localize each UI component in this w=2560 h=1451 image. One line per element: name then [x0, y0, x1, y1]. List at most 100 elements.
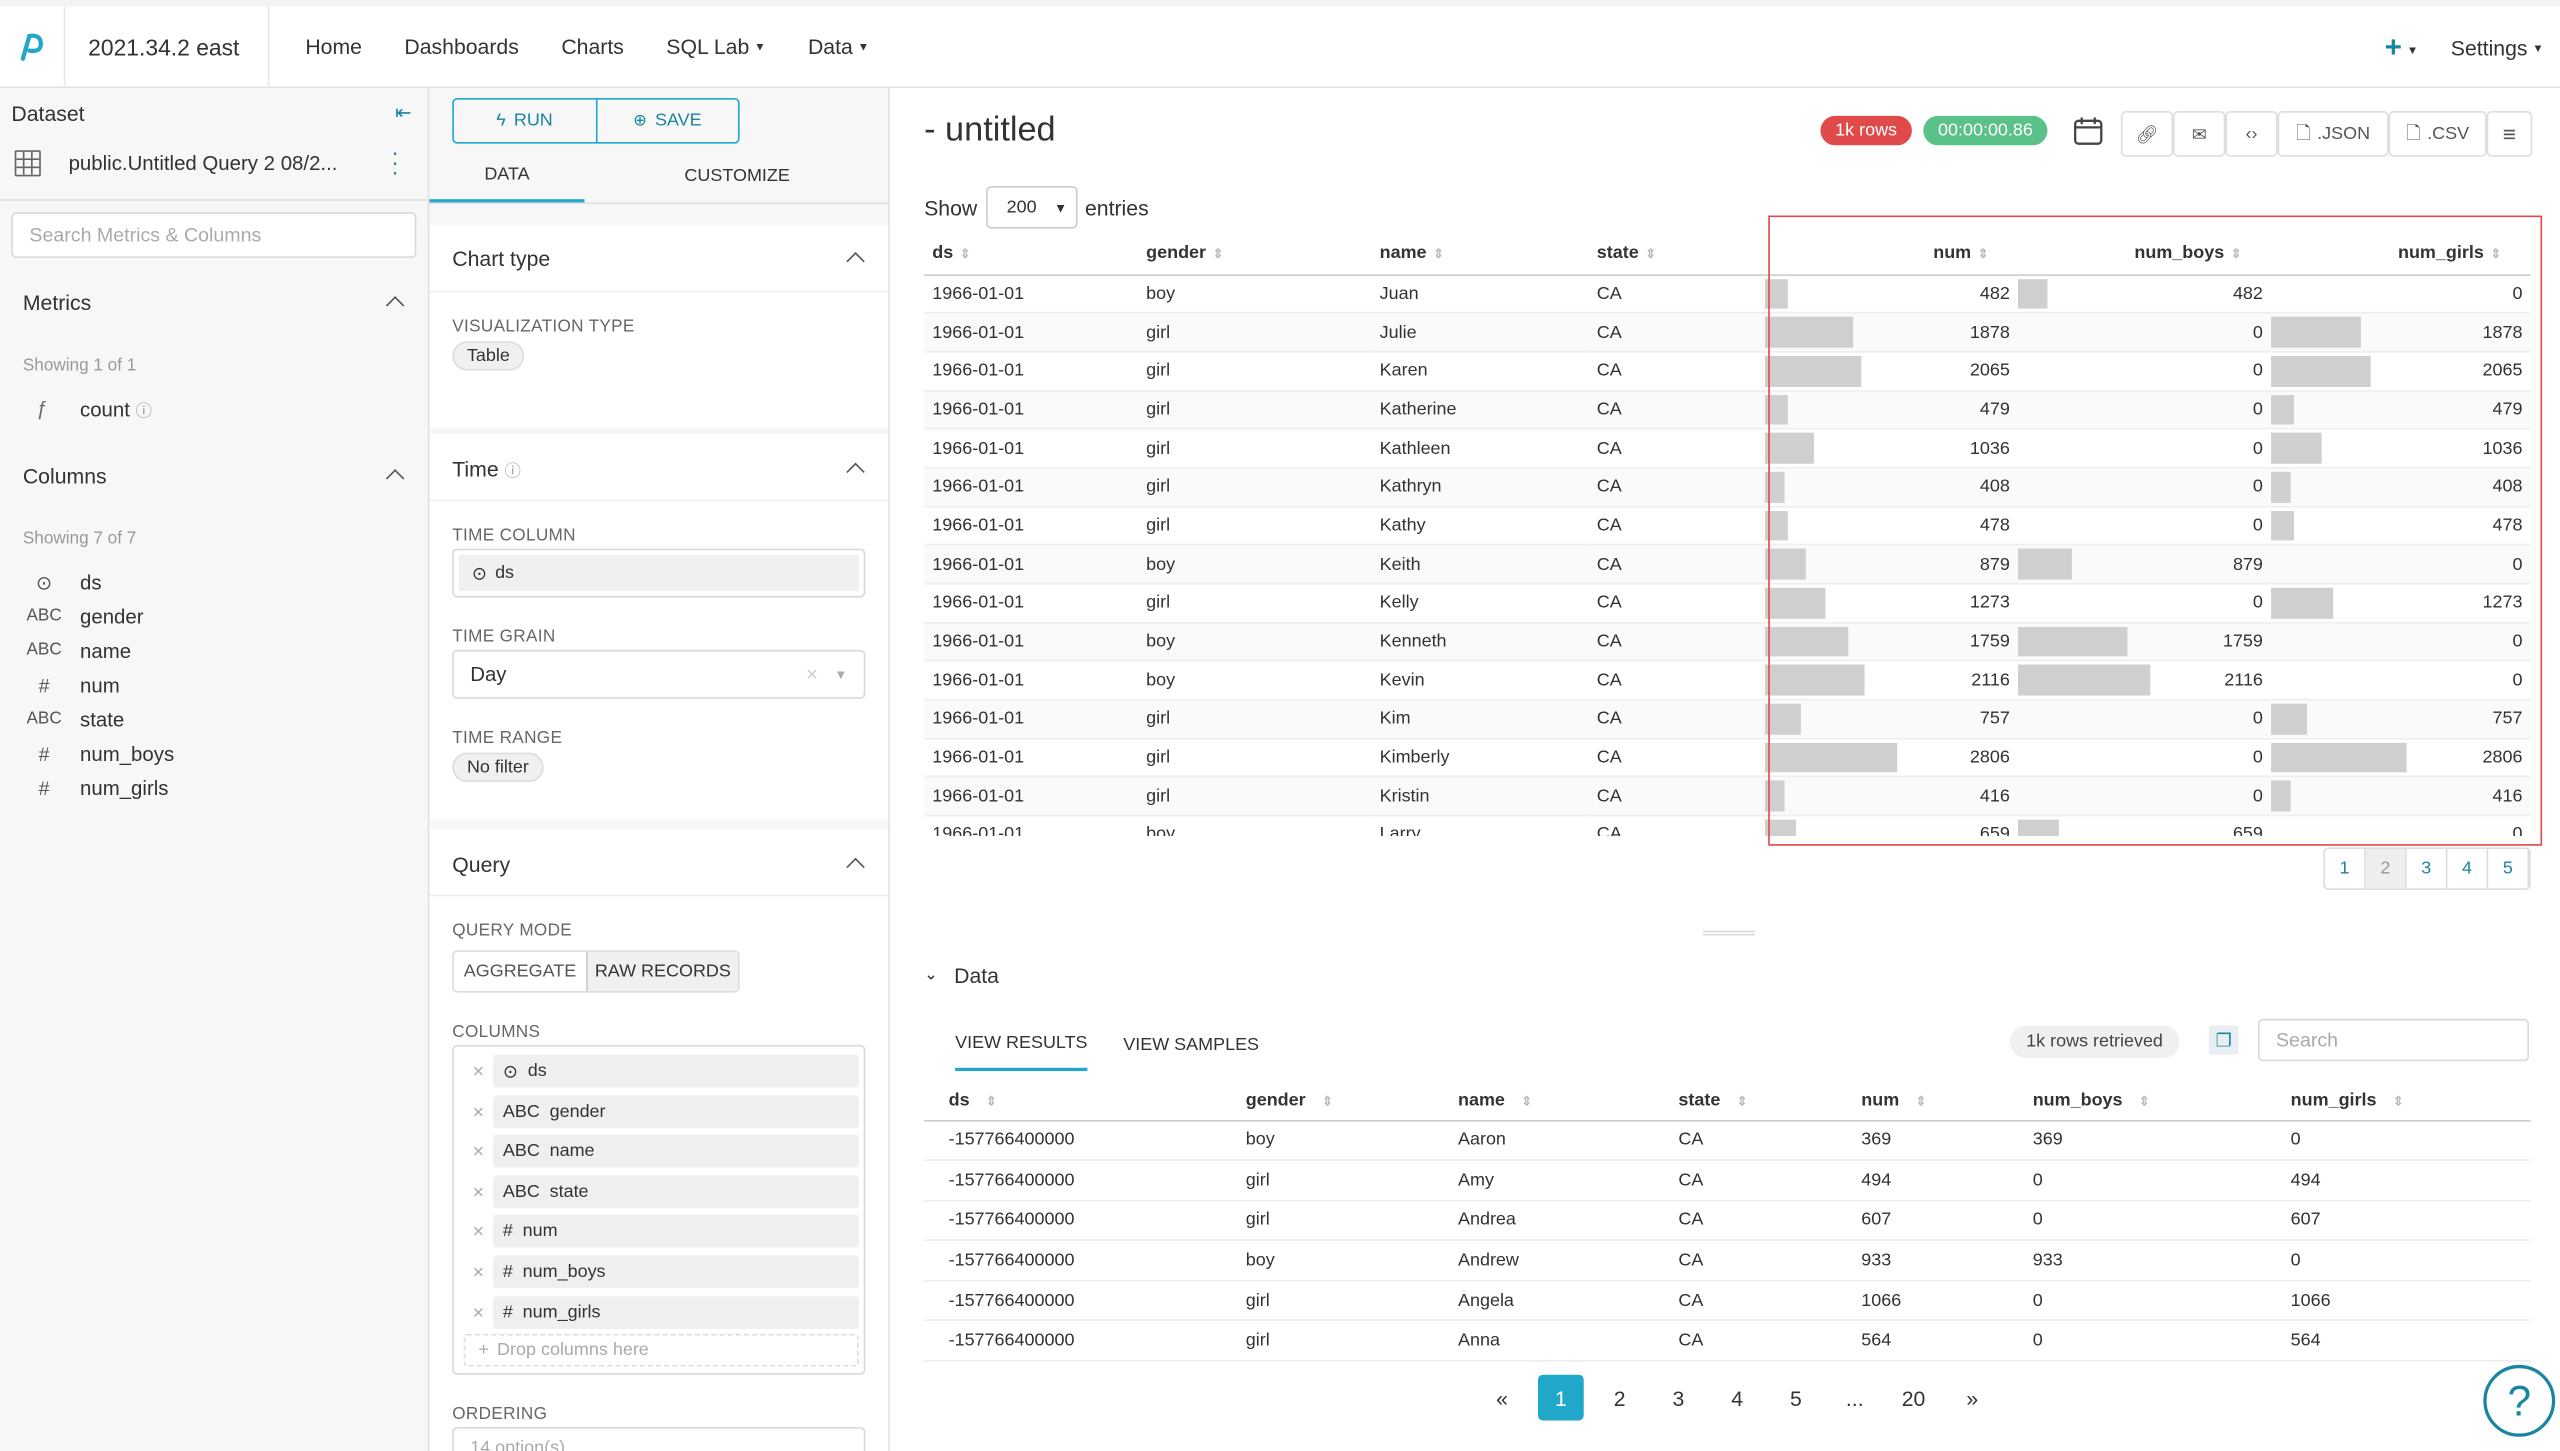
export-json-button[interactable]: 🗋︎ .JSON	[2277, 111, 2389, 157]
run-button[interactable]: ϟ RUN	[454, 99, 597, 143]
remove-icon[interactable]: ×	[472, 1180, 485, 1203]
aggregate-button[interactable]: AGGREGATE	[463, 961, 577, 982]
page-link[interactable]: 5	[1790, 1385, 1802, 1410]
page-link[interactable]: 1	[2325, 849, 2366, 889]
time-title[interactable]: Time ⓘ	[452, 457, 521, 482]
link-icon[interactable]: 🔗︎	[2120, 111, 2174, 157]
remove-icon[interactable]: ×	[472, 1099, 485, 1123]
column-header[interactable]: num_boys ⇕	[2018, 231, 2272, 276]
page-link[interactable]: 20	[1901, 1385, 1926, 1410]
nav-dashboards[interactable]: Dashboards	[404, 34, 519, 59]
chevron-up-icon[interactable]	[846, 857, 865, 877]
column-pill[interactable]: # num	[493, 1215, 859, 1249]
email-icon[interactable]: ✉	[2173, 111, 2226, 157]
page-link[interactable]: 1	[1538, 1374, 1584, 1421]
nav-home[interactable]: Home	[305, 34, 362, 59]
results-column-header[interactable]: gender ⇕	[1221, 1080, 1434, 1121]
new-menu[interactable]: + ▼	[2385, 30, 2418, 64]
tab-customize[interactable]: CUSTOMIZE	[684, 166, 790, 187]
column-pill[interactable]: # num_girls	[493, 1295, 859, 1329]
calendar-icon[interactable]	[2072, 114, 2105, 147]
results-search-input[interactable]: Search	[2258, 1018, 2530, 1062]
query-title[interactable]: Query	[452, 852, 511, 877]
page-link[interactable]: 2	[1613, 1385, 1626, 1410]
ordering-select[interactable]: 14 option(s)	[452, 1426, 866, 1451]
column-item[interactable]: ds	[80, 571, 102, 595]
column-pill[interactable]: ABC gender	[493, 1094, 859, 1128]
search-metrics-input[interactable]: Search Metrics & Columns	[11, 212, 417, 258]
column-item[interactable]: num_boys	[80, 742, 175, 766]
resize-handle[interactable]	[1702, 930, 1756, 936]
save-button[interactable]: ⊕ SAVE	[633, 111, 702, 131]
results-column-header[interactable]: num_girls ⇕	[2266, 1080, 2531, 1121]
page-link[interactable]: 4	[1731, 1385, 1744, 1410]
tab-view-samples[interactable]: VIEW SAMPLES	[1123, 1035, 1260, 1055]
column-pill[interactable]: # num_boys	[493, 1255, 859, 1289]
column-pill[interactable]: ABC state	[493, 1175, 859, 1208]
time-range-tag[interactable]: No filter	[452, 752, 544, 783]
column-item[interactable]: num_girls	[80, 777, 169, 801]
help-icon[interactable]: ?	[2483, 1364, 2556, 1437]
page-link[interactable]: 3	[2407, 849, 2448, 889]
columns-section-title[interactable]: Columns	[22, 463, 107, 489]
raw-records-button[interactable]: RAW RECORDS	[586, 951, 738, 992]
time-grain-select[interactable]: Day × ▼	[452, 649, 866, 699]
page-link[interactable]: «	[1496, 1385, 1508, 1410]
column-header[interactable]: gender ⇕	[1137, 231, 1372, 276]
column-header[interactable]: state ⇕	[1588, 231, 1765, 276]
page-link[interactable]: 5	[2488, 849, 2530, 889]
settings-menu[interactable]: Settings ▼	[2450, 35, 2544, 60]
page-link[interactable]: 3	[1672, 1385, 1685, 1410]
page-link[interactable]: ...	[1845, 1385, 1864, 1410]
chevron-up-icon[interactable]	[385, 296, 405, 315]
chart-title[interactable]: - untitled	[924, 111, 1056, 149]
superset-logo[interactable]	[0, 5, 66, 88]
column-pill[interactable]: ABC name	[493, 1135, 859, 1168]
remove-icon[interactable]: ×	[472, 1139, 485, 1163]
chevron-up-icon[interactable]	[846, 251, 865, 271]
menu-icon[interactable]: ≡	[2486, 111, 2533, 157]
results-column-header[interactable]: name ⇕	[1433, 1080, 1654, 1121]
remove-icon[interactable]: ×	[472, 1300, 485, 1324]
page-link[interactable]: »	[1966, 1385, 1979, 1410]
page-link[interactable]: 4	[2447, 849, 2489, 889]
column-item[interactable]: gender	[80, 605, 144, 629]
viz-type-tag[interactable]: Table	[452, 341, 525, 371]
column-pill[interactable]: ⊙ ds	[493, 1054, 859, 1088]
entries-select[interactable]: 200 ▼	[985, 186, 1077, 229]
export-csv-button[interactable]: 🗋︎ .CSV	[2388, 111, 2487, 157]
drop-columns-zone[interactable]: + Drop columns here	[463, 1333, 859, 1367]
column-item[interactable]: num	[80, 674, 120, 698]
results-column-header[interactable]: state ⇕	[1653, 1080, 1837, 1121]
metrics-section-title[interactable]: Metrics	[22, 290, 92, 316]
column-header[interactable]: num_girls ⇕	[2271, 231, 2531, 276]
nav-charts[interactable]: Charts	[561, 34, 624, 59]
data-pane-header[interactable]: ⌄ Data	[924, 963, 999, 988]
embed-code-icon[interactable]: ‹›	[2225, 111, 2278, 157]
dataset-menu-icon[interactable]: · · ·	[391, 138, 399, 185]
column-header[interactable]: num ⇕	[1764, 231, 2019, 276]
chevron-up-icon[interactable]	[846, 462, 865, 482]
tab-view-results[interactable]: VIEW RESULTS	[955, 1019, 1088, 1072]
copy-icon[interactable]: ❐	[2209, 1025, 2239, 1055]
results-column-header[interactable]: ds ⇕	[924, 1080, 1222, 1121]
column-item[interactable]: state	[80, 708, 125, 732]
remove-icon[interactable]: ×	[472, 1220, 485, 1244]
metric-count[interactable]: count ⓘ	[80, 398, 152, 422]
nav-data[interactable]: Data ▼	[807, 34, 870, 59]
column-item[interactable]: name	[80, 640, 132, 663]
remove-icon[interactable]: ×	[472, 1260, 485, 1284]
remove-icon[interactable]: ×	[472, 1059, 485, 1083]
time-column-select[interactable]: ⊙ ds	[452, 548, 866, 598]
column-header[interactable]: name ⇕	[1371, 231, 1589, 276]
clear-icon[interactable]: ×	[806, 662, 818, 686]
results-column-header[interactable]: num ⇕	[1836, 1080, 2009, 1121]
chevron-up-icon[interactable]	[385, 469, 405, 488]
page-link[interactable]: 2	[2365, 849, 2407, 889]
dataset-name[interactable]: public.Untitled Query 2 08/2...	[68, 151, 338, 175]
tab-data[interactable]: DATA	[429, 150, 585, 203]
results-column-header[interactable]: num_boys ⇕	[2008, 1080, 2267, 1121]
nav-sql-lab[interactable]: SQL Lab ▼	[666, 34, 766, 59]
collapse-panel-icon[interactable]: ⇤	[395, 101, 412, 125]
column-header[interactable]: ds ⇕	[924, 231, 1138, 276]
